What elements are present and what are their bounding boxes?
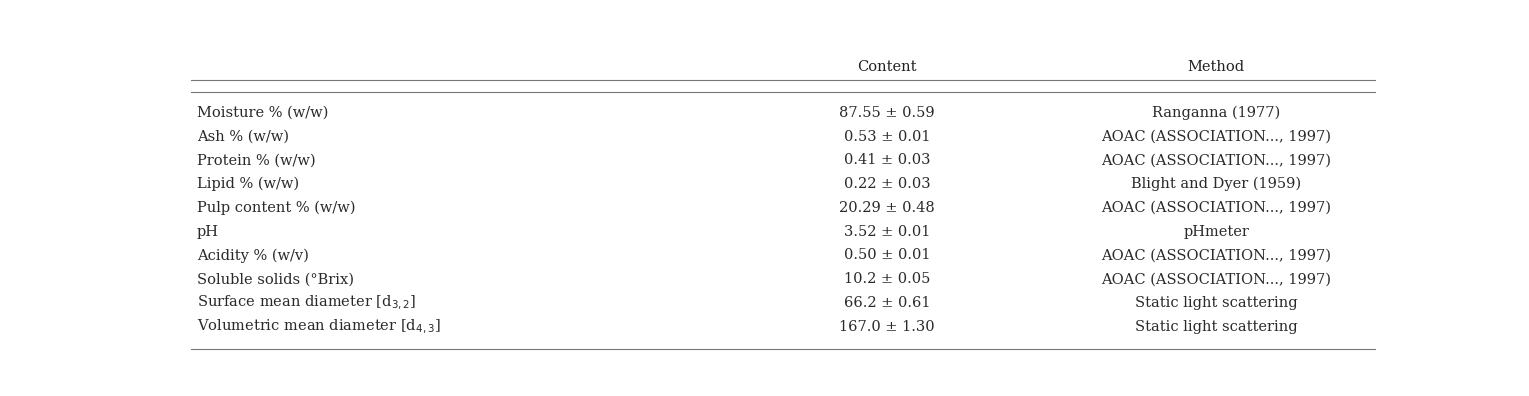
Text: Lipid % (w/w): Lipid % (w/w) bbox=[197, 177, 300, 191]
Text: Ash % (w/w): Ash % (w/w) bbox=[197, 129, 289, 144]
Text: 0.22 ± 0.03: 0.22 ± 0.03 bbox=[844, 177, 931, 191]
Text: 0.50 ± 0.01: 0.50 ± 0.01 bbox=[844, 248, 931, 263]
Text: 20.29 ± 0.48: 20.29 ± 0.48 bbox=[839, 201, 936, 215]
Text: pHmeter: pHmeter bbox=[1183, 225, 1249, 239]
Text: AOAC (ASSOCIATION..., 1997): AOAC (ASSOCIATION..., 1997) bbox=[1101, 272, 1332, 286]
Text: 3.52 ± 0.01: 3.52 ± 0.01 bbox=[844, 225, 931, 239]
Text: 167.0 ± 1.30: 167.0 ± 1.30 bbox=[839, 320, 936, 334]
Text: Acidity % (w/v): Acidity % (w/v) bbox=[197, 248, 309, 263]
Text: Volumetric mean diameter [d$_{4,3}$]: Volumetric mean diameter [d$_{4,3}$] bbox=[197, 318, 440, 336]
Text: Soluble solids (°Brix): Soluble solids (°Brix) bbox=[197, 272, 355, 286]
Text: AOAC (ASSOCIATION..., 1997): AOAC (ASSOCIATION..., 1997) bbox=[1101, 129, 1332, 144]
Text: Moisture % (w/w): Moisture % (w/w) bbox=[197, 106, 329, 120]
Text: AOAC (ASSOCIATION..., 1997): AOAC (ASSOCIATION..., 1997) bbox=[1101, 248, 1332, 263]
Text: Method: Method bbox=[1188, 60, 1245, 74]
Text: 10.2 ± 0.05: 10.2 ± 0.05 bbox=[844, 272, 931, 286]
Text: 87.55 ± 0.59: 87.55 ± 0.59 bbox=[839, 106, 936, 120]
Text: 66.2 ± 0.61: 66.2 ± 0.61 bbox=[844, 296, 931, 310]
Text: 0.53 ± 0.01: 0.53 ± 0.01 bbox=[844, 129, 931, 144]
Text: 0.41 ± 0.03: 0.41 ± 0.03 bbox=[844, 153, 931, 168]
Text: Surface mean diameter [d$_{3,2}$]: Surface mean diameter [d$_{3,2}$] bbox=[197, 294, 416, 312]
Text: Static light scattering: Static light scattering bbox=[1135, 296, 1298, 310]
Text: Static light scattering: Static light scattering bbox=[1135, 320, 1298, 334]
Text: Blight and Dyer (1959): Blight and Dyer (1959) bbox=[1131, 177, 1301, 191]
Text: pH: pH bbox=[197, 225, 219, 239]
Text: Content: Content bbox=[858, 60, 917, 74]
Text: Protein % (w/w): Protein % (w/w) bbox=[197, 153, 315, 168]
Text: Ranganna (1977): Ranganna (1977) bbox=[1151, 106, 1280, 120]
Text: AOAC (ASSOCIATION..., 1997): AOAC (ASSOCIATION..., 1997) bbox=[1101, 153, 1332, 168]
Text: AOAC (ASSOCIATION..., 1997): AOAC (ASSOCIATION..., 1997) bbox=[1101, 201, 1332, 215]
Text: Pulp content % (w/w): Pulp content % (w/w) bbox=[197, 201, 356, 215]
